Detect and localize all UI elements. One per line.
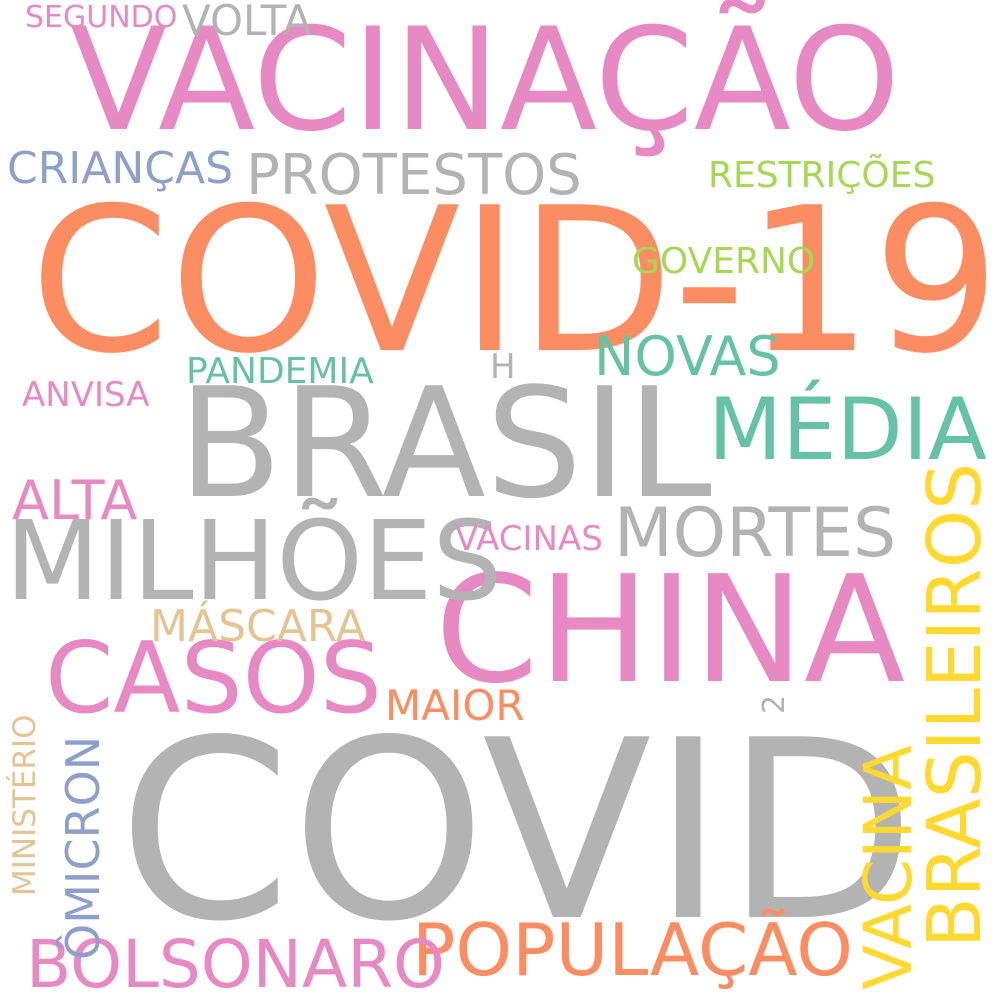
word-pandemia: PANDEMIA [186, 351, 374, 392]
word-governo: GOVERNO [632, 241, 816, 282]
word-mascara: MÁSCARA [150, 601, 366, 652]
word-vacina: VACINA [850, 745, 927, 990]
word-ministerio: MINISTÉRIO [7, 714, 43, 896]
word-brasil: BRASIL [178, 355, 712, 532]
word-protestos: PROTESTOS [246, 143, 582, 208]
word-populacao: POPULAÇÃO [412, 908, 853, 992]
word-casos: CASOS [45, 622, 383, 736]
word-media: MÉDIA [708, 380, 987, 480]
word-anvisa: ANVISA [22, 375, 150, 415]
word-covid-19: COVID-19 [30, 165, 1000, 398]
word-omicron: ÔMICRON [56, 735, 110, 960]
word-segundo: SEGUNDO [25, 0, 178, 35]
word-maior: MAIOR [385, 681, 525, 730]
word-volta: VOLTA [182, 0, 312, 45]
word-brasileiros: BRASILEIROS [912, 462, 998, 948]
word-milhoes: MILHÕES [5, 497, 503, 625]
word-covid: COVID [118, 688, 916, 976]
word-vacinas: VACINAS [455, 519, 603, 559]
word-bolsonaro: BOLSONARO [26, 926, 446, 1000]
word-novas: NOVAS [594, 325, 781, 388]
word-restricoes: RESTRIÇÕES [708, 155, 936, 196]
word-mortes: MORTES [614, 494, 897, 573]
word-china: CHINA [435, 544, 906, 716]
word-alta: ALTA [12, 469, 138, 532]
word-h: H [490, 347, 516, 387]
word-criancas: CRIANÇAS [7, 143, 234, 194]
word-vacinacao: VACINAÇÃO [70, 0, 901, 163]
word-2: 2 [757, 694, 792, 714]
